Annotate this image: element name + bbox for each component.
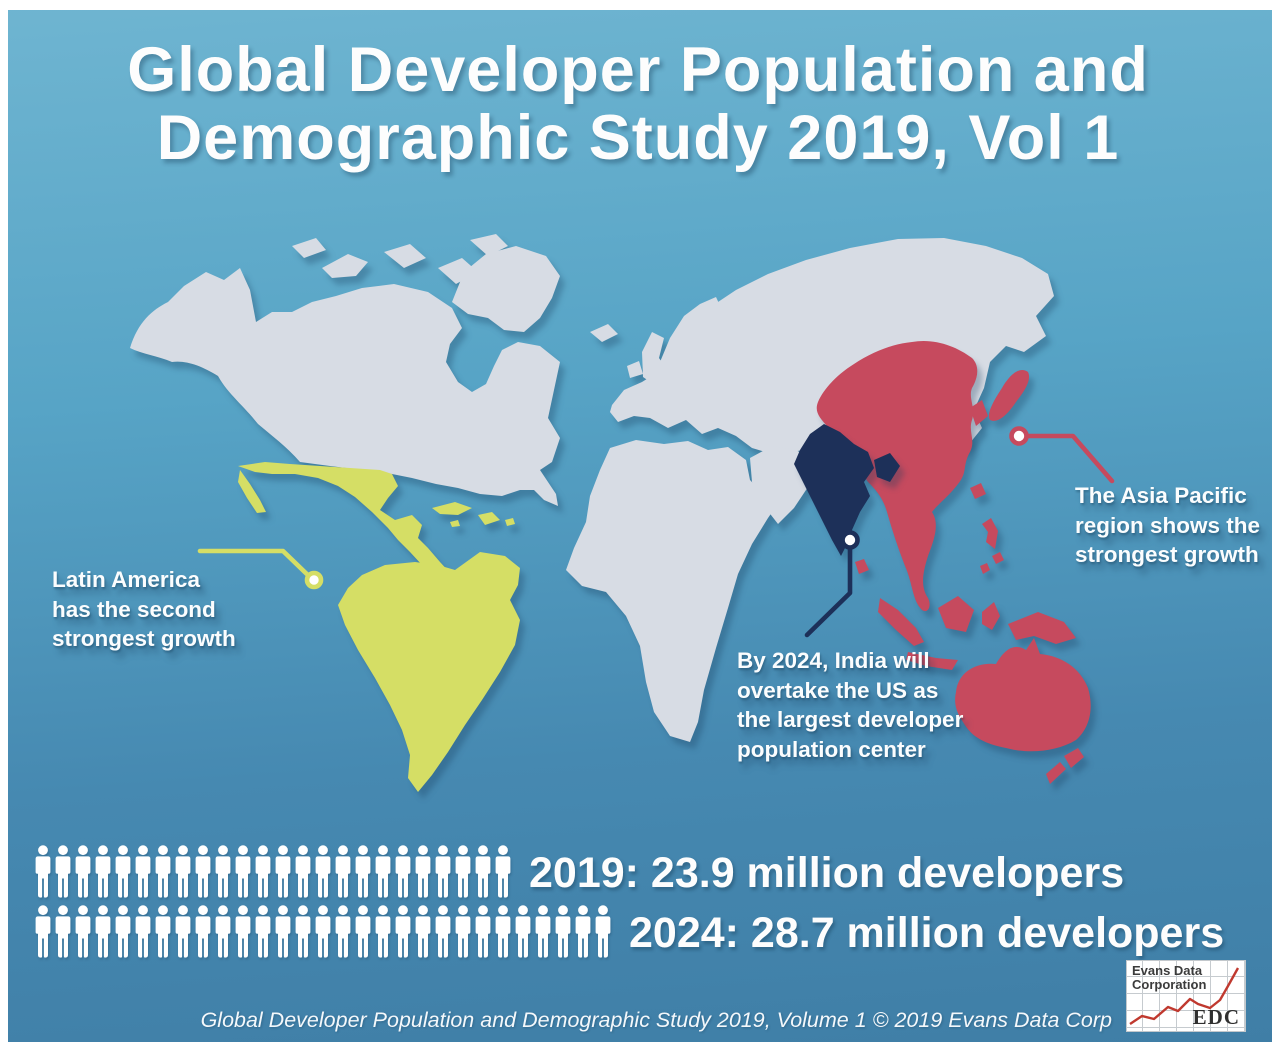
person-icon xyxy=(155,845,171,898)
person-icon xyxy=(215,905,231,958)
person-icon xyxy=(455,845,471,898)
logo-name-line-2: Corporation xyxy=(1132,976,1207,992)
person-icon xyxy=(395,845,411,898)
person-icon xyxy=(195,845,211,898)
annotation-latin-america: Latin America has the second strongest g… xyxy=(52,567,236,651)
pictograph-2019 xyxy=(33,845,513,898)
person-icon xyxy=(35,845,51,898)
annotation-asia-pacific: The Asia Pacific region shows the strong… xyxy=(1075,483,1261,567)
person-icon xyxy=(535,905,551,958)
person-icon xyxy=(235,845,251,898)
logo-name: Evans Data Corporation xyxy=(1132,964,1206,991)
person-icon xyxy=(175,845,191,898)
person-icon xyxy=(315,845,331,898)
title-line-1: Global Developer Population and xyxy=(127,35,1149,105)
person-icon xyxy=(55,905,71,958)
callout-asia-pacific xyxy=(1009,426,1115,484)
person-icon xyxy=(335,905,351,958)
person-icon xyxy=(235,905,251,958)
person-icon xyxy=(75,845,91,898)
annotation-india: By 2024, India will overtake the US as t… xyxy=(737,648,964,762)
logo-abbr: EDC xyxy=(1192,1005,1240,1029)
person-icon xyxy=(575,905,591,958)
stat-label-2024: 2024: 28.7 million developers xyxy=(629,909,1225,957)
person-icon xyxy=(215,845,231,898)
callout-latin-america xyxy=(197,548,324,590)
person-icon xyxy=(335,845,351,898)
evans-data-logo: Evans Data Corporation EDC xyxy=(1126,960,1246,1032)
region-latin-america xyxy=(238,462,520,792)
stat-row-2024: 2024: 28.7 million developers xyxy=(33,905,1224,958)
person-icon xyxy=(435,905,451,958)
title-line-2: Demographic Study 2019, Vol 1 xyxy=(156,103,1120,173)
person-icon xyxy=(295,845,311,898)
person-icon xyxy=(495,905,511,958)
person-icon xyxy=(95,905,111,958)
region-asia-pacific xyxy=(816,340,1091,784)
person-icon xyxy=(55,845,71,898)
page-title: Global Developer Population and Demograp… xyxy=(0,36,1276,172)
stat-label-2019: 2019: 23.9 million developers xyxy=(529,849,1125,897)
person-icon xyxy=(255,905,271,958)
stat-row-2019: 2019: 23.9 million developers xyxy=(33,845,1124,898)
person-icon xyxy=(475,905,491,958)
pictograph-2024 xyxy=(33,905,613,958)
person-icon xyxy=(115,905,131,958)
person-icon xyxy=(355,905,371,958)
logo-name-line-1: Evans Data xyxy=(1132,963,1203,978)
person-icon xyxy=(135,905,151,958)
person-icon xyxy=(455,905,471,958)
person-icon xyxy=(135,845,151,898)
person-icon xyxy=(515,905,531,958)
person-icon xyxy=(195,905,211,958)
person-icon xyxy=(415,845,431,898)
person-icon xyxy=(75,905,91,958)
person-icon xyxy=(275,845,291,898)
person-icon xyxy=(255,845,271,898)
person-icon xyxy=(175,905,191,958)
person-icon xyxy=(495,845,511,898)
person-icon xyxy=(115,845,131,898)
person-icon xyxy=(35,905,51,958)
person-icon xyxy=(375,845,391,898)
person-icon xyxy=(275,905,291,958)
person-icon xyxy=(415,905,431,958)
person-icon xyxy=(155,905,171,958)
person-icon xyxy=(595,905,611,958)
person-icon xyxy=(355,845,371,898)
person-icon xyxy=(435,845,451,898)
person-icon xyxy=(95,845,111,898)
person-icon xyxy=(555,905,571,958)
footer-caption: Global Developer Population and Demograp… xyxy=(200,1008,1112,1032)
logo-trend-line xyxy=(1129,967,1240,1025)
person-icon xyxy=(315,905,331,958)
person-icon xyxy=(395,905,411,958)
callout-india xyxy=(804,530,860,638)
person-icon xyxy=(475,845,491,898)
person-icon xyxy=(295,905,311,958)
person-icon xyxy=(375,905,391,958)
region-india xyxy=(794,424,900,556)
